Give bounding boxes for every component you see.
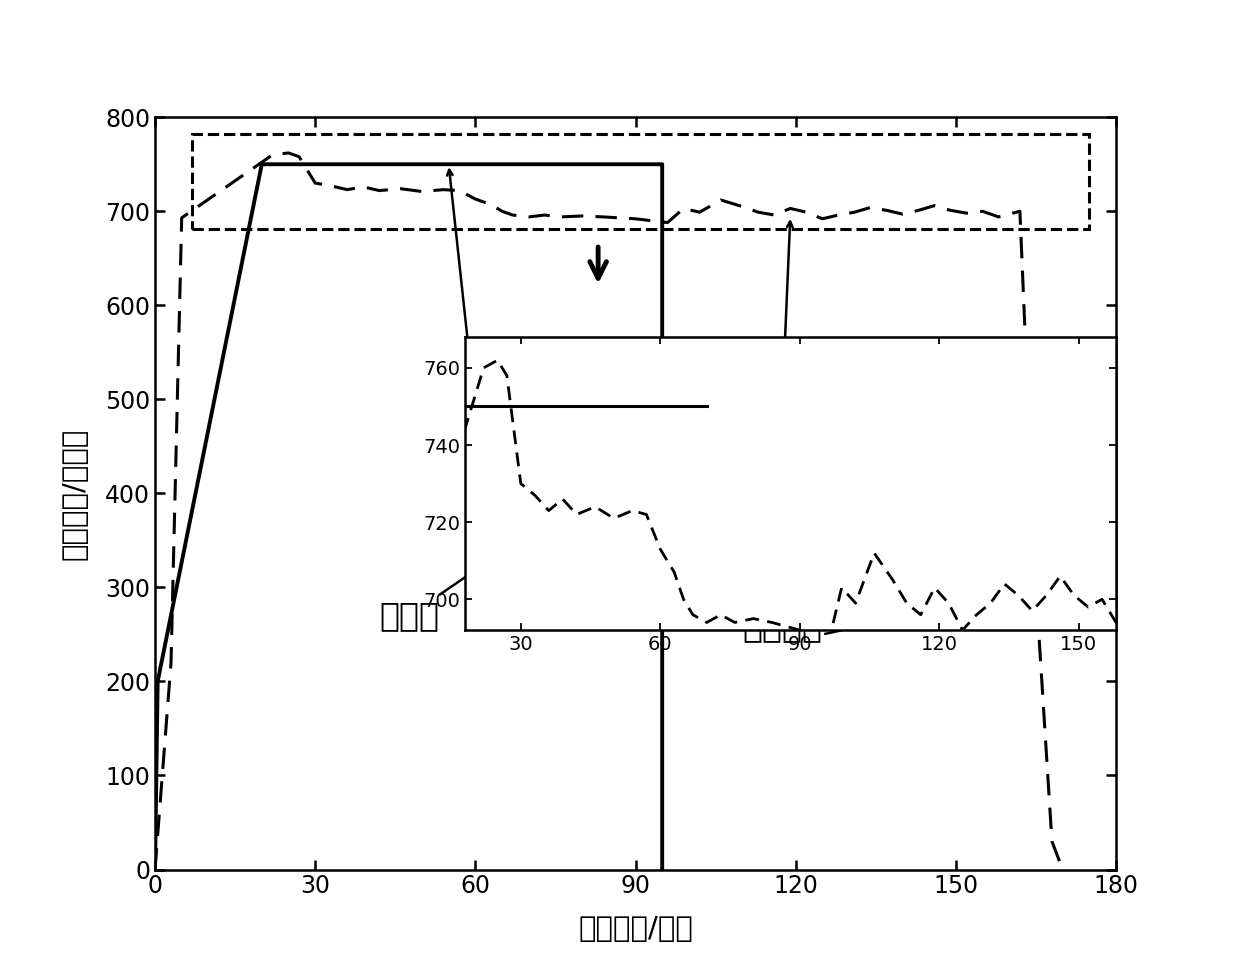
Text: 本发明: 本发明	[379, 563, 487, 632]
Text: 现有技术: 现有技术	[743, 593, 822, 643]
X-axis label: 保温时间/分钟: 保温时间/分钟	[578, 915, 693, 943]
Bar	[192, 134, 1089, 230]
Y-axis label: 合金温度/摄氏度: 合金温度/摄氏度	[61, 427, 88, 560]
